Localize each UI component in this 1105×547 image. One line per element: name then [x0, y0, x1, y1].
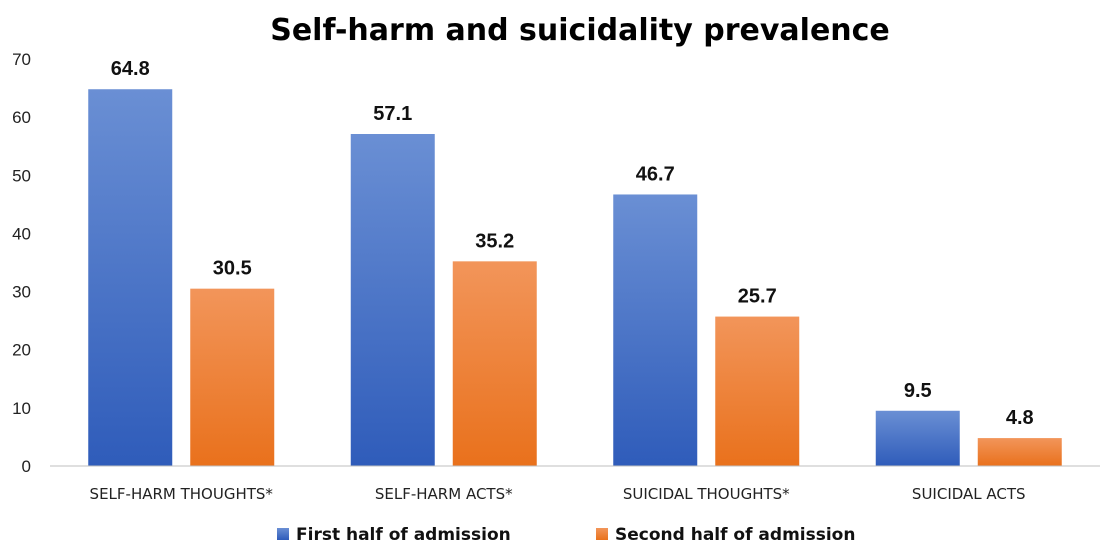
legend-swatch — [596, 528, 608, 540]
chart-title: Self-harm and suicidality prevalence — [270, 13, 890, 48]
bars-group — [88, 89, 1062, 467]
data-label: 25.7 — [738, 286, 777, 308]
y-tick-label: 60 — [12, 108, 31, 127]
y-axis: 0 10 20 30 40 50 60 70 — [12, 50, 31, 476]
bar — [452, 261, 537, 466]
legend-swatch — [277, 528, 289, 540]
data-label: 35.2 — [475, 230, 514, 252]
y-tick-label: 70 — [12, 50, 31, 69]
x-axis: SELF-HARM THOUGHTS* SELF-HARM ACTS* SUICID… — [50, 465, 1100, 503]
x-category-label: SUICIDAL ACTS — [912, 485, 1026, 503]
data-label: 64.8 — [111, 58, 150, 80]
bar — [715, 316, 800, 466]
x-category-label: SELF-HARM THOUGHTS* — [90, 485, 274, 503]
legend: First half of admission Second half of ad… — [277, 525, 855, 545]
bar — [88, 89, 173, 466]
y-tick-label: 40 — [12, 224, 31, 243]
y-tick-label: 20 — [12, 341, 31, 360]
data-label: 30.5 — [213, 258, 252, 280]
x-category-label: SELF-HARM ACTS* — [375, 485, 513, 503]
x-category-label: SUICIDAL THOUGHTS* — [623, 485, 790, 503]
data-label: 4.8 — [1006, 407, 1034, 429]
bar — [190, 288, 275, 466]
data-label: 46.7 — [636, 163, 675, 185]
y-tick-label: 50 — [12, 166, 31, 185]
y-tick-label: 30 — [12, 283, 31, 302]
data-labels-group: 64.8 30.5 57.1 35.2 46.7 25.7 9.5 4.8 — [111, 58, 1034, 429]
bar — [350, 134, 435, 467]
legend-label: First half of admission — [296, 525, 511, 545]
legend-label: Second half of admission — [615, 525, 855, 545]
y-tick-label: 0 — [22, 457, 31, 476]
data-label: 9.5 — [904, 380, 932, 402]
bar — [977, 438, 1062, 466]
bar — [875, 410, 960, 466]
y-tick-label: 10 — [12, 399, 31, 418]
data-label: 57.1 — [373, 103, 412, 125]
bar — [613, 194, 698, 467]
